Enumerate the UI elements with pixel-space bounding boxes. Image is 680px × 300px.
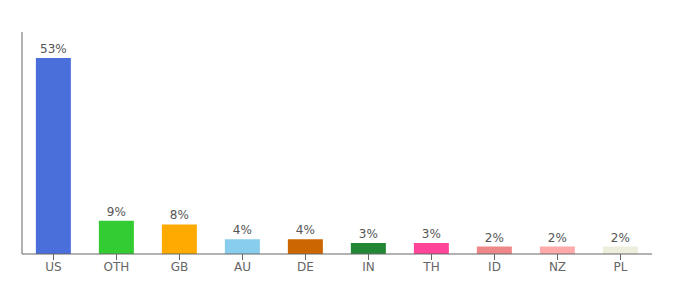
svg-text:US: US: [45, 260, 61, 274]
svg-text:4%: 4%: [233, 223, 252, 237]
svg-text:53%: 53%: [40, 42, 67, 56]
svg-text:2%: 2%: [485, 231, 504, 245]
svg-text:3%: 3%: [422, 227, 441, 241]
svg-text:OTH: OTH: [104, 260, 130, 274]
svg-text:ID: ID: [488, 260, 501, 274]
svg-text:DE: DE: [297, 260, 314, 274]
svg-text:8%: 8%: [170, 208, 189, 222]
svg-text:9%: 9%: [107, 205, 126, 219]
svg-text:PL: PL: [614, 260, 628, 274]
svg-text:4%: 4%: [296, 223, 315, 237]
svg-text:TH: TH: [422, 260, 439, 274]
svg-text:NZ: NZ: [549, 260, 566, 274]
svg-text:IN: IN: [362, 260, 375, 274]
svg-text:GB: GB: [171, 260, 189, 274]
svg-text:2%: 2%: [548, 231, 567, 245]
svg-text:3%: 3%: [359, 227, 378, 241]
svg-text:AU: AU: [234, 260, 251, 274]
svg-text:2%: 2%: [611, 231, 630, 245]
